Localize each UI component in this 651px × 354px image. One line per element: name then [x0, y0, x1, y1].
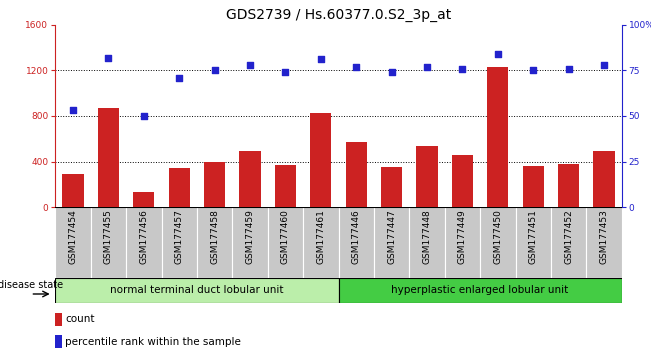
Text: GSM177446: GSM177446	[352, 209, 361, 264]
Bar	[133, 192, 154, 207]
Bar	[381, 167, 402, 207]
Text: GSM177457: GSM177457	[174, 209, 184, 264]
Point	[599, 62, 609, 68]
Text: GSM177461: GSM177461	[316, 209, 326, 264]
Text: disease state: disease state	[0, 280, 63, 290]
Bar	[90, 207, 126, 278]
Text: hyperplastic enlarged lobular unit: hyperplastic enlarged lobular unit	[391, 285, 569, 295]
Point	[139, 113, 149, 119]
Point	[422, 64, 432, 69]
Bar	[593, 151, 615, 207]
Bar	[346, 142, 367, 207]
Text: GSM177451: GSM177451	[529, 209, 538, 264]
Bar	[487, 67, 508, 207]
Bar	[558, 164, 579, 207]
Text: GSM177455: GSM177455	[104, 209, 113, 264]
Text: GSM177450: GSM177450	[493, 209, 503, 264]
Text: GSM177454: GSM177454	[68, 209, 77, 264]
Text: GSM177447: GSM177447	[387, 209, 396, 264]
Bar	[268, 207, 303, 278]
Bar	[523, 166, 544, 207]
Bar	[55, 207, 90, 278]
Bar	[339, 278, 622, 303]
Bar	[55, 278, 339, 303]
Text: GSM177458: GSM177458	[210, 209, 219, 264]
Point	[387, 69, 397, 75]
Point	[280, 69, 290, 75]
Text: normal terminal duct lobular unit: normal terminal duct lobular unit	[110, 285, 284, 295]
Bar	[374, 207, 409, 278]
Text: GSM177460: GSM177460	[281, 209, 290, 264]
Bar	[204, 161, 225, 207]
Title: GDS2739 / Hs.60377.0.S2_3p_at: GDS2739 / Hs.60377.0.S2_3p_at	[226, 8, 451, 22]
Point	[563, 66, 574, 72]
Bar	[197, 207, 232, 278]
Bar	[55, 335, 62, 348]
Bar	[98, 108, 119, 207]
Bar	[417, 145, 437, 207]
Point	[68, 108, 78, 113]
Bar	[240, 151, 260, 207]
Point	[245, 62, 255, 68]
Point	[316, 57, 326, 62]
Text: count: count	[65, 314, 95, 325]
Bar	[516, 207, 551, 278]
Text: GSM177453: GSM177453	[600, 209, 609, 264]
Bar	[339, 207, 374, 278]
Bar	[62, 174, 83, 207]
Bar	[55, 313, 62, 326]
Bar	[452, 155, 473, 207]
Point	[493, 51, 503, 57]
Bar	[232, 207, 268, 278]
Bar	[445, 207, 480, 278]
Bar	[161, 207, 197, 278]
Text: percentile rank within the sample: percentile rank within the sample	[65, 337, 241, 347]
Bar	[275, 165, 296, 207]
Point	[528, 68, 538, 73]
Bar	[310, 113, 331, 207]
Text: GSM177452: GSM177452	[564, 209, 573, 264]
Bar	[126, 207, 161, 278]
Text: GSM177449: GSM177449	[458, 209, 467, 264]
Bar	[303, 207, 339, 278]
Text: GSM177448: GSM177448	[422, 209, 432, 264]
Bar	[480, 207, 516, 278]
Point	[104, 55, 114, 61]
Bar	[551, 207, 587, 278]
Text: GSM177456: GSM177456	[139, 209, 148, 264]
Point	[210, 68, 220, 73]
Bar	[587, 207, 622, 278]
Bar	[169, 169, 190, 207]
Point	[457, 66, 467, 72]
Text: GSM177459: GSM177459	[245, 209, 255, 264]
Point	[174, 75, 184, 80]
Point	[351, 64, 361, 69]
Bar	[409, 207, 445, 278]
